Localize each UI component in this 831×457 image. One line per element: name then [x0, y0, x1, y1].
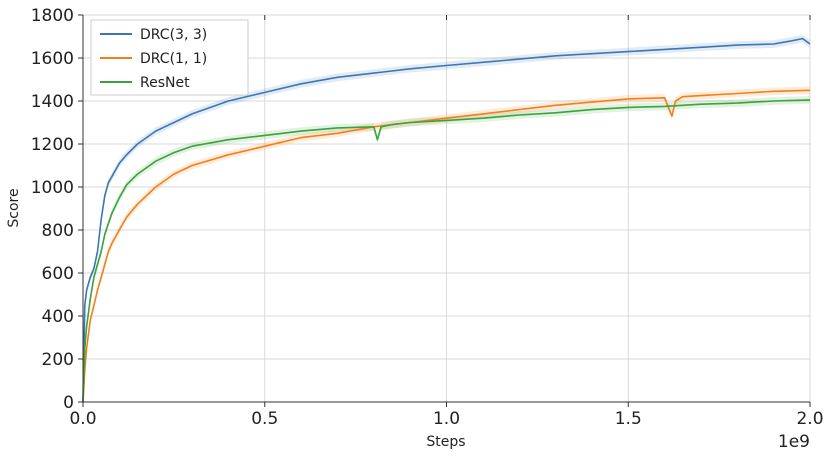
x-tick-label: 1.5: [615, 409, 642, 429]
y-axis-label: Score: [6, 188, 22, 227]
series-lines: [82, 37, 811, 403]
series-line: [82, 99, 811, 403]
legend-label: DRC(1, 1): [140, 51, 207, 67]
tick-labels: 0 200 400 600 800 1000 1200 1400 1600 1800 0.0 0.5 1…: [31, 6, 824, 429]
y-tick-label: 1400: [31, 92, 74, 112]
y-tick-label: 600: [42, 264, 74, 284]
axes: [78, 14, 811, 407]
x-tick-label: 2.0: [796, 409, 823, 429]
y-tick-label: 1200: [31, 135, 74, 155]
y-tick-label: 400: [42, 307, 74, 327]
x-tick-label: 1.0: [433, 409, 460, 429]
y-tick-label: 1600: [31, 49, 74, 69]
series-line: [82, 37, 811, 403]
y-tick-label: 1800: [31, 6, 74, 26]
y-tick-label: 0: [63, 393, 74, 413]
y-tick-label: 200: [42, 350, 74, 370]
legend: DRC(3, 3) DRC(1, 1) ResNet: [90, 19, 249, 96]
series-line: [82, 89, 811, 403]
x-scale-label: 1e9: [778, 432, 810, 452]
y-tick-label: 800: [42, 221, 74, 241]
legend-label: ResNet: [140, 75, 190, 91]
x-axis-label: Steps: [426, 434, 465, 450]
y-tick-label: 1000: [31, 178, 74, 198]
legend-label: DRC(3, 3): [140, 27, 207, 43]
x-tick-label: 0.5: [251, 409, 278, 429]
x-tick-label: 0.0: [69, 409, 96, 429]
